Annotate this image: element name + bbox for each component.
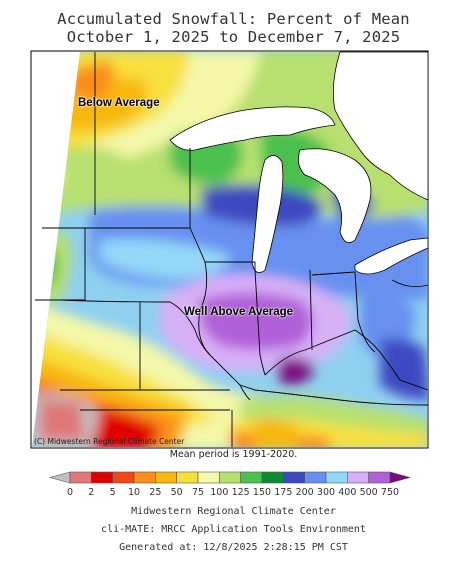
legend-swatch (112, 471, 135, 484)
legend-swatch (91, 471, 113, 484)
legend-tick-label: 200 (295, 487, 314, 498)
annotation-below-average: Below Average (78, 97, 160, 109)
legend-swatch (283, 471, 305, 484)
legend-tick-label: 25 (149, 487, 162, 498)
legend-swatch-below-min (48, 471, 71, 484)
legend-swatch (219, 471, 241, 484)
legend-tick-label: 150 (252, 487, 272, 498)
copyright-notice: (C) Midwestern Regional Climate Center (34, 437, 185, 446)
legend-tick-label: 0 (66, 487, 74, 498)
legend-tick-label: 175 (274, 487, 293, 498)
footer-center-name: Midwestern Regional Climate Center (131, 506, 336, 517)
lake-huron (297, 148, 372, 244)
legend-swatch (69, 471, 92, 484)
annotation-well-above-average: Well Above Average (184, 306, 294, 318)
ontario-region (332, 51, 429, 201)
great-lakes (169, 51, 429, 275)
legend-tick-label: 10 (127, 487, 141, 498)
legend-tick-label: 5 (109, 487, 116, 498)
legend-tick-label: 500 (359, 487, 378, 498)
legend-swatch (325, 471, 348, 484)
legend-swatch (368, 471, 391, 484)
legend-swatch (176, 471, 199, 484)
state-boundaries (35, 52, 429, 447)
legend-tick-label: 2 (88, 487, 95, 498)
legend-tick-label: 750 (380, 487, 400, 498)
footer-generated-at: Generated at: 12/8/2025 2:28:15 PM CST (119, 542, 348, 553)
legend-swatch (240, 471, 263, 484)
lake-michigan (251, 155, 284, 274)
map-subtitle: October 1, 2025 to December 7, 2025 (66, 28, 401, 46)
legend-tick-label: 125 (231, 487, 250, 498)
legend-tick-label: 100 (210, 487, 229, 498)
legend-swatch (155, 471, 177, 484)
legend-tick-label: 50 (170, 487, 183, 498)
legend-tick-label: 75 (191, 487, 205, 498)
legend-swatch (133, 471, 156, 484)
legend-swatch (197, 471, 220, 484)
legend-tick-label: 400 (338, 487, 357, 498)
footer-tool-name: cli-MATE: MRCC Application Tools Environ… (101, 524, 366, 535)
map-title: Accumulated Snowfall: Percent of Mean (57, 10, 410, 28)
legend-swatch (261, 471, 284, 484)
lake-superior (169, 106, 336, 151)
legend-swatch (347, 471, 369, 484)
lake-erie (354, 237, 429, 275)
mean-period-note: Mean period is 1991-2020. (169, 449, 298, 460)
legend-swatch-above-max (389, 471, 412, 484)
color-legend (48, 471, 412, 484)
legend-tick-label: 300 (316, 487, 336, 498)
legend-swatch (304, 471, 327, 484)
